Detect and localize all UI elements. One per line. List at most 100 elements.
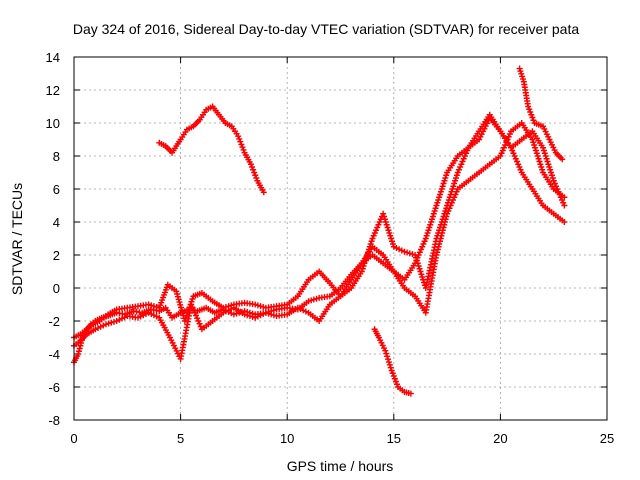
- data-point: [442, 216, 449, 223]
- data-point: [239, 144, 246, 151]
- data-point: [539, 166, 546, 173]
- data-point: [235, 133, 242, 140]
- y-tick-label: 10: [46, 116, 60, 131]
- data-point: [437, 235, 444, 242]
- data-point: [76, 345, 83, 352]
- data-point: [545, 161, 552, 168]
- data-point: [537, 161, 544, 168]
- data-point: [528, 111, 535, 118]
- data-point: [498, 150, 505, 157]
- data-point: [422, 235, 429, 242]
- data-point: [428, 219, 435, 225]
- data-point: [426, 224, 433, 231]
- data-point: [529, 114, 536, 121]
- data-point: [389, 370, 396, 377]
- data-point: [436, 194, 443, 201]
- data-point: [359, 265, 366, 272]
- data-point: [380, 210, 387, 217]
- data-point: [500, 144, 507, 151]
- data-point: [436, 191, 443, 198]
- data-point: [387, 364, 394, 371]
- data-point: [431, 208, 438, 214]
- x-tick-label: 0: [70, 431, 77, 446]
- data-point: [541, 150, 548, 157]
- data-point: [517, 166, 524, 173]
- data-point: [417, 268, 424, 275]
- data-point: [559, 156, 566, 163]
- data-point: [418, 271, 425, 278]
- data-point: [544, 158, 551, 165]
- data-point: [509, 147, 516, 154]
- data-point: [358, 268, 365, 275]
- data-point: [441, 221, 448, 228]
- y-tick-label: -6: [48, 380, 60, 395]
- data-point: [434, 199, 441, 206]
- data-point: [561, 219, 568, 225]
- data-point: [189, 296, 196, 302]
- y-tick-label: -2: [48, 314, 60, 329]
- data-point: [458, 161, 465, 168]
- data-point: [504, 136, 511, 143]
- grid-lines: [74, 57, 607, 420]
- data-point: [527, 109, 534, 115]
- series-s1: [71, 111, 568, 366]
- data-point: [440, 180, 447, 187]
- data-points: [71, 65, 568, 397]
- data-point: [453, 188, 460, 195]
- data-point: [451, 194, 458, 201]
- data-point: [376, 219, 383, 225]
- plot-frame: [73, 56, 608, 421]
- data-point: [428, 216, 435, 223]
- data-point: [385, 227, 392, 234]
- data-point: [388, 367, 395, 374]
- data-point: [75, 348, 82, 355]
- data-point: [413, 254, 420, 261]
- data-point: [441, 177, 448, 184]
- data-point: [463, 150, 470, 157]
- data-point: [454, 169, 461, 176]
- data-point: [391, 375, 398, 382]
- data-point: [533, 150, 540, 157]
- y-tick-label: 8: [53, 149, 60, 164]
- data-point: [505, 133, 512, 140]
- data-point: [375, 221, 382, 228]
- data-point: [373, 227, 380, 234]
- data-point: [385, 359, 392, 366]
- data-point: [236, 135, 243, 142]
- data-point: [502, 142, 509, 148]
- data-point: [446, 205, 453, 212]
- data-point: [75, 351, 82, 357]
- data-point: [387, 232, 394, 239]
- data-point: [534, 153, 541, 159]
- data-point: [452, 177, 459, 184]
- data-point: [249, 164, 256, 170]
- data-point: [414, 260, 421, 267]
- data-point: [370, 232, 377, 239]
- data-point: [196, 320, 203, 327]
- data-point: [416, 249, 423, 256]
- data-point: [453, 172, 460, 179]
- x-tick-label: 10: [280, 431, 294, 446]
- data-point: [546, 164, 553, 170]
- data-point: [499, 147, 506, 154]
- data-point: [386, 361, 393, 368]
- data-point: [511, 153, 518, 159]
- data-point: [548, 172, 555, 179]
- x-tick-label: 15: [387, 431, 401, 446]
- data-point: [433, 252, 440, 258]
- data-point: [448, 188, 455, 195]
- data-point: [382, 347, 389, 354]
- data-point: [247, 161, 254, 168]
- data-point: [443, 213, 450, 220]
- data-point: [189, 304, 196, 311]
- y-axis-ticks: -8 -6 -4 -2 0 2 4 6 8 10 12 14: [46, 50, 607, 428]
- data-point: [381, 216, 388, 223]
- x-tick-label: 5: [177, 431, 184, 446]
- data-point: [547, 166, 554, 173]
- data-point: [457, 164, 464, 170]
- data-point: [386, 230, 393, 236]
- data-point: [197, 323, 204, 330]
- data-point: [442, 175, 449, 181]
- data-point: [538, 164, 545, 170]
